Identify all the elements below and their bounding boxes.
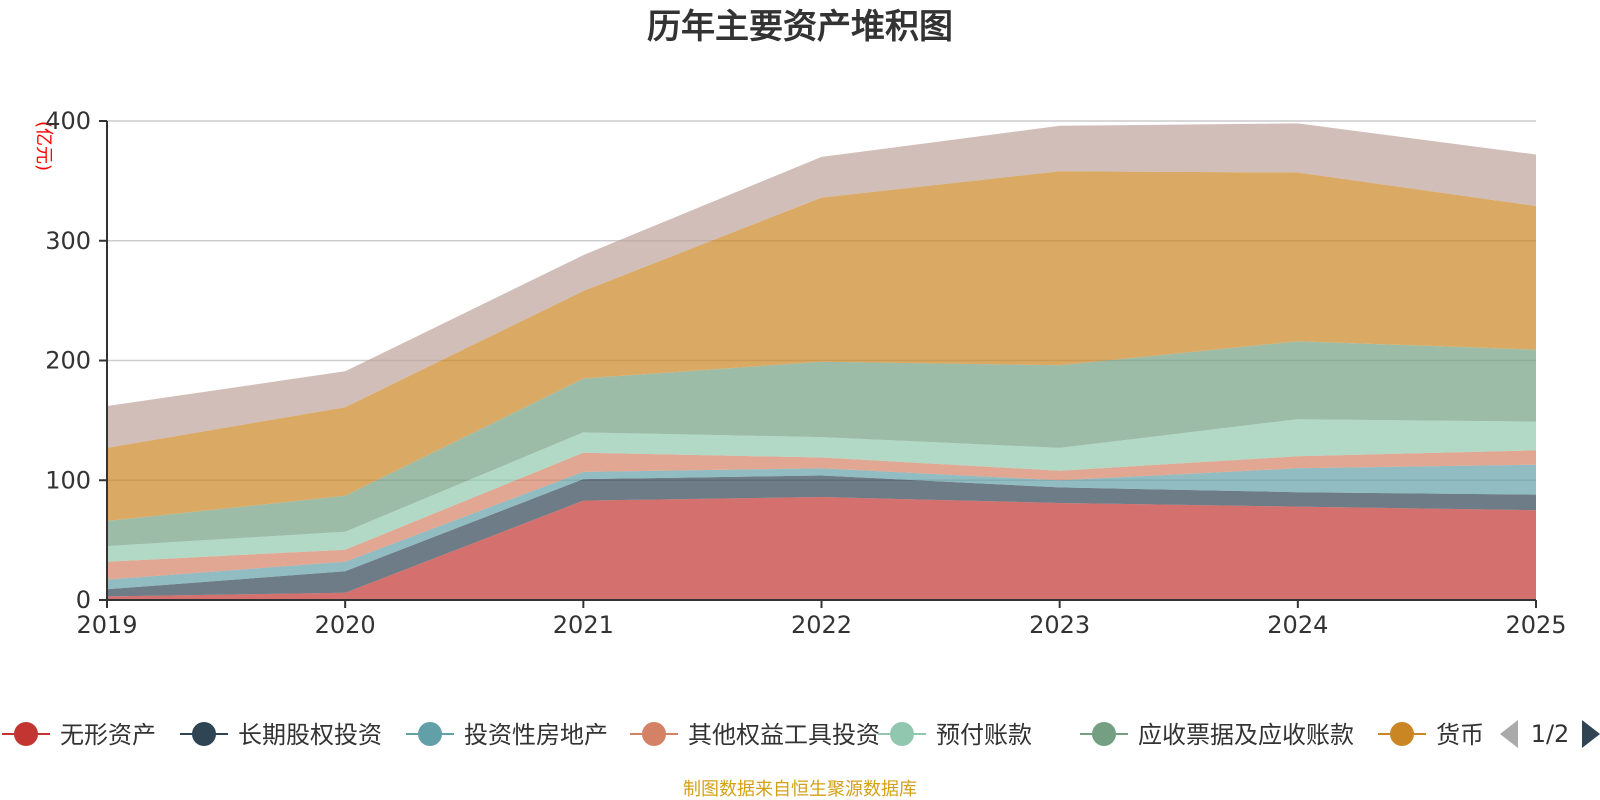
legend-marker-icon	[642, 722, 666, 746]
y-tick-label: 100	[45, 466, 91, 494]
legend: 无形资产 长期股权投资 投资性房地产 其他权益工具投资 预付账款 应收票据及应收账款 货币	[2, 721, 1484, 749]
x-tick-label: 2019	[76, 611, 137, 639]
legend-marker-icon	[890, 722, 914, 746]
legend-marker-icon	[1390, 722, 1414, 746]
legend-label: 货币	[1436, 721, 1484, 749]
tick-labels: 0 100 200 300 400 2019 2020 2021 2022 2023 2024 202…	[45, 107, 1566, 639]
legend-item[interactable]: 其他权益工具投资	[630, 721, 880, 749]
area-series[interactable]	[107, 450, 1536, 580]
area-series[interactable]	[107, 475, 1536, 597]
legend-prev-page-icon[interactable]	[1500, 720, 1518, 748]
chart-title: 历年主要资产堆积图	[647, 7, 953, 47]
legend-label: 其他权益工具投资	[688, 721, 880, 749]
legend-label: 预付账款	[936, 721, 1032, 749]
legend-item[interactable]: 应收票据及应收账款	[1080, 721, 1354, 749]
x-tick-label: 2024	[1267, 611, 1328, 639]
legend-marker-icon	[192, 722, 216, 746]
legend-label: 投资性房地产	[464, 721, 608, 749]
area-series[interactable]	[107, 341, 1536, 547]
x-tick-label: 2021	[553, 611, 614, 639]
x-tick-label: 2025	[1505, 611, 1566, 639]
legend-item[interactable]: 投资性房地产	[406, 721, 608, 749]
area-series[interactable]	[107, 419, 1536, 562]
legend-item[interactable]: 货币	[1378, 721, 1484, 749]
legend-label: 无形资产	[60, 721, 156, 749]
legend-item[interactable]: 无形资产	[2, 721, 156, 749]
area-series[interactable]	[107, 123, 1536, 448]
y-tick-label: 300	[45, 227, 91, 255]
area-series[interactable]	[107, 497, 1536, 600]
x-tick-label: 2023	[1029, 611, 1090, 639]
area-series[interactable]	[107, 171, 1536, 522]
x-tick-label: 2022	[791, 611, 852, 639]
legend-marker-icon	[14, 722, 38, 746]
legend-label: 长期股权投资	[238, 721, 382, 749]
legend-label: 应收票据及应收账款	[1138, 721, 1354, 749]
stacked-areas	[107, 123, 1536, 600]
legend-page-indicator: 1/2	[1531, 720, 1570, 748]
data-source-note: 制图数据来自恒生聚源数据库	[683, 779, 917, 800]
area-series[interactable]	[107, 464, 1536, 590]
legend-item[interactable]: 预付账款	[878, 721, 1032, 749]
legend-marker-icon	[418, 722, 442, 746]
x-tick-label: 2020	[315, 611, 376, 639]
y-axis-unit-label: (亿元)	[33, 121, 54, 171]
y-tick-label: 0	[76, 586, 91, 614]
legend-next-page-icon[interactable]	[1582, 720, 1600, 748]
y-tick-label: 400	[45, 107, 91, 135]
legend-item[interactable]: 长期股权投资	[180, 721, 382, 749]
y-tick-label: 200	[45, 347, 91, 375]
legend-pager: 1/2	[1500, 720, 1600, 748]
legend-marker-icon	[1092, 722, 1116, 746]
